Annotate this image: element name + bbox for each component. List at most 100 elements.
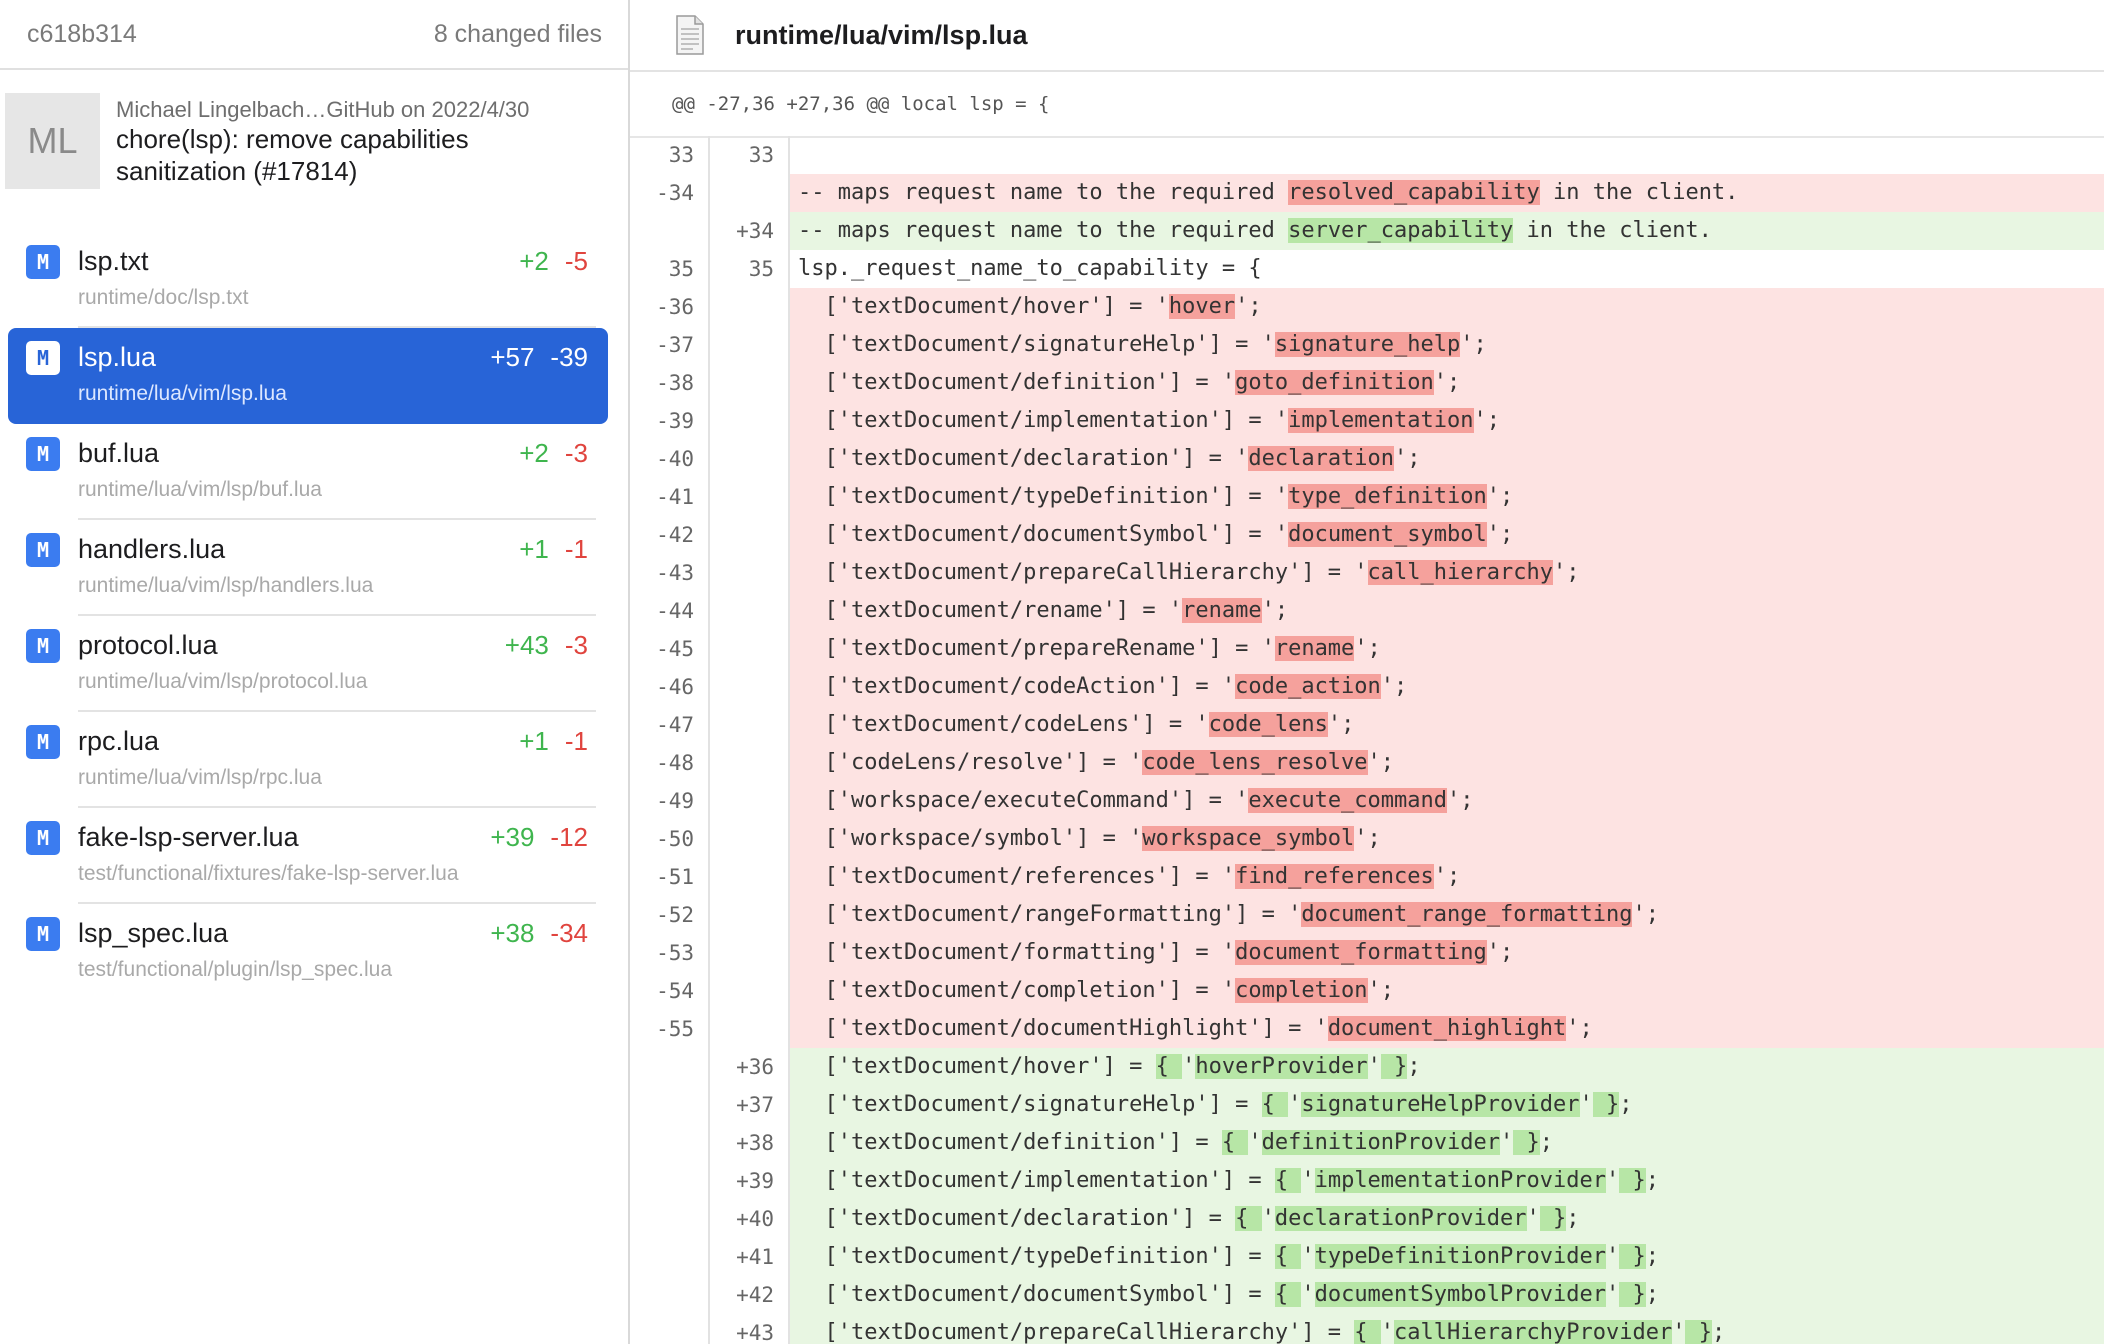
diff-line-added: +36 ['textDocument/hover'] = { 'hoverPro… — [630, 1048, 2104, 1086]
diff-line-deleted: -53 ['textDocument/formatting'] = 'docum… — [630, 934, 2104, 972]
changed-token: callHierarchyProvider — [1394, 1320, 1673, 1344]
changed-files-count: 8 changed files — [433, 19, 602, 48]
diff-line-deleted: -39 ['textDocument/implementation'] = 'i… — [630, 402, 2104, 440]
code-text: -- maps request name to the required — [798, 180, 1289, 205]
changed-token: signature_help — [1274, 332, 1461, 357]
changed-token: } — [1539, 1206, 1567, 1231]
code-line: ['textDocument/codeAction'] = 'code_acti… — [790, 668, 2104, 706]
code-text: '; — [1367, 750, 1395, 775]
new-line-number — [710, 706, 790, 744]
code-text: ; — [1711, 1320, 1726, 1344]
code-text: ['textDocument/rename'] = ' — [798, 598, 1183, 623]
code-text: '; — [1632, 902, 1659, 927]
new-line-number — [710, 820, 790, 858]
diff-line-deleted: -47 ['textDocument/codeLens'] = 'code_le… — [630, 706, 2104, 744]
code-text: ; — [1645, 1244, 1659, 1269]
added-count: +1 — [519, 534, 549, 564]
old-line-number: -36 — [630, 288, 710, 326]
added-count: +43 — [504, 630, 549, 660]
old-line-number: -54 — [630, 972, 710, 1010]
divider — [78, 518, 596, 520]
code-text: ; — [1566, 1206, 1580, 1231]
diff-lines: 33 33 -34 -- maps request name to the requi… — [630, 136, 2104, 1344]
code-line: ['textDocument/typeDefinition'] = 'type_… — [790, 478, 2104, 516]
code-line: ['textDocument/hover'] = 'hover'; — [790, 288, 2104, 326]
code-text: ; — [1407, 1054, 1421, 1079]
old-line-number — [630, 1048, 710, 1086]
code-text: ' — [1605, 1244, 1620, 1269]
code-text: ['textDocument/definition'] = ' — [798, 370, 1236, 395]
new-line-number — [710, 1010, 790, 1048]
file-name: lsp_spec.lua — [78, 918, 229, 948]
changed-token: code_lens_resolve — [1142, 750, 1368, 775]
changed-token: workspace_symbol — [1142, 826, 1355, 851]
divider — [78, 326, 596, 328]
deleted-count: -5 — [564, 246, 588, 276]
changed-token: { — [1235, 1206, 1262, 1231]
new-line-number — [710, 554, 790, 592]
divider — [78, 710, 596, 712]
file-path: runtime/lua/vim/lsp/handlers.lua — [78, 574, 374, 597]
code-text: ['textDocument/references'] = ' — [798, 864, 1236, 889]
changed-token: documentSymbolProvider — [1314, 1282, 1606, 1307]
changed-token: } — [1380, 1054, 1408, 1079]
code-line: ['textDocument/implementation'] = 'imple… — [790, 402, 2104, 440]
code-text: ['textDocument/codeAction'] = ' — [798, 674, 1236, 699]
code-text: ['textDocument/typeDefinition'] = ' — [798, 484, 1289, 509]
changed-token: server_capability — [1288, 218, 1514, 243]
changed-token: completion — [1235, 978, 1368, 1003]
diff-line-deleted: -46 ['textDocument/codeAction'] = 'code_… — [630, 668, 2104, 706]
code-line: ['textDocument/documentSymbol'] = { 'doc… — [790, 1276, 2104, 1314]
code-text: '; — [1486, 522, 1514, 547]
diff-line-deleted: -50 ['workspace/symbol'] = 'workspace_sy… — [630, 820, 2104, 858]
diff-line-deleted: -45 ['textDocument/prepareRename'] = 're… — [630, 630, 2104, 668]
deleted-count: -39 — [550, 342, 588, 372]
old-line-number: 33 — [630, 136, 710, 174]
old-line-number: -49 — [630, 782, 710, 820]
code-text: '; — [1486, 484, 1514, 509]
commit-hash[interactable]: c618b314 — [27, 19, 137, 48]
changed-token: code_lens — [1208, 712, 1328, 737]
code-text: '; — [1433, 864, 1461, 889]
code-line: lsp._request_name_to_capability = { — [790, 250, 2104, 288]
changed-token: call_hierarchy — [1367, 560, 1553, 585]
new-line-number — [710, 288, 790, 326]
avatar: ML — [5, 93, 100, 189]
code-text: ; — [1619, 1092, 1633, 1117]
new-line-number — [710, 440, 790, 478]
new-line-number — [710, 592, 790, 630]
code-line: ['textDocument/rename'] = 'rename'; — [790, 592, 2104, 630]
file-path: runtime/lua/vim/lsp.lua — [78, 382, 287, 405]
new-line-number: 35 — [710, 250, 790, 288]
changed-token: { — [1155, 1054, 1183, 1079]
new-line-number — [710, 364, 790, 402]
code-text: ['textDocument/implementation'] = — [798, 1168, 1275, 1193]
line-counts: +1 -1 — [519, 726, 588, 757]
changed-token: goto_definition — [1235, 370, 1434, 395]
diff-line-deleted: -37 ['textDocument/signatureHelp'] = 'si… — [630, 326, 2104, 364]
diff-line-deleted: -55 ['textDocument/documentHighlight'] =… — [630, 1010, 2104, 1048]
file-path: test/functional/plugin/lsp_spec.lua — [78, 958, 393, 981]
diff-line-added: +42 ['textDocument/documentSymbol'] = { … — [630, 1276, 2104, 1314]
code-line: ['workspace/symbol'] = 'workspace_symbol… — [790, 820, 2104, 858]
changed-token: } — [1619, 1282, 1646, 1307]
code-text: ; — [1645, 1282, 1659, 1307]
modified-badge: M — [26, 821, 60, 855]
old-line-number: -47 — [630, 706, 710, 744]
code-text: ' — [1261, 1206, 1275, 1231]
code-text: '; — [1433, 370, 1461, 395]
changed-token: hoverProvider — [1195, 1054, 1368, 1079]
diff-view: runtime/lua/vim/lsp.lua @@ -27,36 +27,36… — [630, 0, 2104, 1344]
old-line-number: -53 — [630, 934, 710, 972]
new-line-number: 33 — [710, 136, 790, 174]
old-line-number: -43 — [630, 554, 710, 592]
changed-token: { — [1261, 1092, 1289, 1117]
